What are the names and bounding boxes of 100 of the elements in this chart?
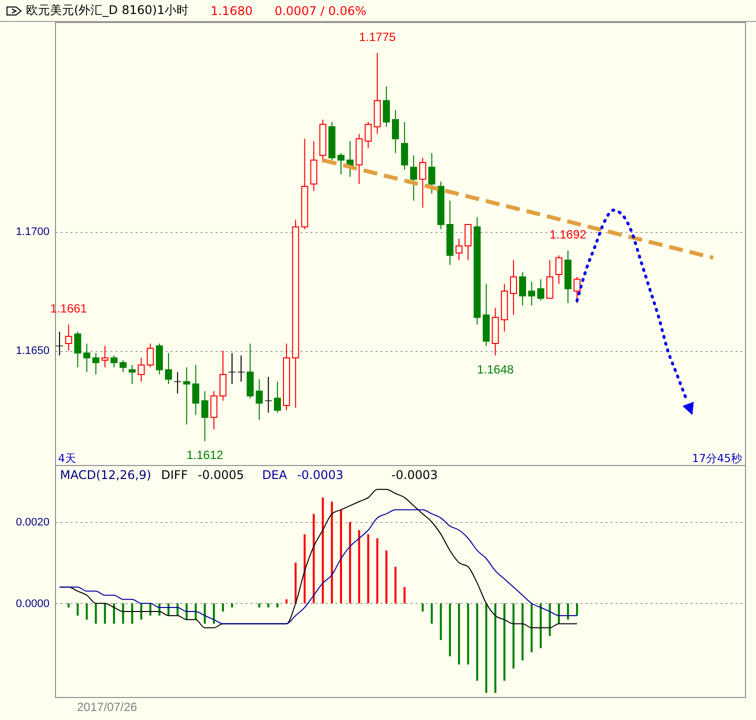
- bar: [267, 603, 270, 608]
- candlestick: [174, 372, 182, 394]
- annotation: 1.1612: [186, 448, 224, 462]
- text: 0.0007 / 0.06%: [274, 4, 366, 18]
- bar: [204, 603, 206, 624]
- candlestick: [74, 331, 82, 368]
- bar: [394, 566, 396, 604]
- candlestick: [201, 390, 208, 442]
- candlestick: [56, 331, 64, 356]
- text: 1.1680: [210, 4, 253, 18]
- candlestick: [92, 352, 100, 375]
- candlestick: [120, 360, 127, 373]
- candlestick: [464, 224, 472, 261]
- candlestick: [274, 381, 281, 414]
- candlestick: [228, 352, 236, 385]
- candlestick: [156, 343, 163, 375]
- bar: [522, 603, 524, 660]
- candlestick: [164, 352, 172, 385]
- bar: [440, 603, 442, 640]
- candlestick: [510, 260, 517, 316]
- candlestick: [65, 324, 72, 352]
- bar: [448, 603, 451, 656]
- candlestick: [537, 278, 544, 302]
- bar: [231, 603, 234, 608]
- bar: [376, 538, 378, 604]
- candlestick: [128, 364, 136, 385]
- bar: [530, 603, 533, 652]
- candlestick: [456, 238, 463, 261]
- candlestick: [246, 343, 254, 399]
- bar: [430, 603, 433, 624]
- bar: [548, 603, 551, 636]
- bar: [322, 498, 324, 604]
- bar: [68, 603, 70, 608]
- candlestick: [310, 140, 318, 192]
- candlestick: [392, 110, 399, 154]
- bar: [194, 603, 197, 620]
- candlestick: [83, 343, 90, 373]
- bar: [576, 603, 578, 616]
- annotation: 1.1648: [476, 362, 514, 376]
- annotation: -0.0005: [198, 468, 244, 482]
- candlestick: [146, 343, 154, 368]
- bar: [467, 603, 470, 664]
- bar: [358, 530, 360, 604]
- bar: [494, 603, 496, 693]
- candlestick: [546, 260, 554, 299]
- bar: [404, 587, 406, 604]
- annotation: 1.1661: [50, 301, 88, 316]
- chart-title: MACD(12,26,9): [60, 468, 152, 482]
- candlestick: [210, 390, 218, 430]
- candlestick: [138, 357, 145, 382]
- annotation: 17分45秒: [692, 452, 742, 465]
- bar: [312, 514, 315, 604]
- candlestick: [519, 272, 526, 306]
- bar: [485, 603, 488, 693]
- text: DIFF: [161, 468, 188, 482]
- bar: [76, 603, 79, 616]
- candlestick: [574, 276, 581, 304]
- bar: [222, 603, 224, 612]
- bar: [212, 603, 215, 624]
- annotation: -0.0003: [391, 468, 438, 482]
- bar: [294, 562, 297, 604]
- bar: [330, 502, 333, 604]
- candlestick: [364, 122, 372, 149]
- bar: [258, 603, 260, 608]
- bar: [558, 603, 560, 624]
- bar: [304, 534, 306, 604]
- bar: [540, 603, 542, 648]
- candlestick: [428, 152, 436, 194]
- candlestick: [101, 345, 108, 368]
- candlestick: [192, 364, 200, 416]
- candlestick: [219, 350, 226, 402]
- y-tick-label: 0.0000: [16, 598, 50, 610]
- bar: [113, 603, 116, 624]
- y-tick-label: 1.1700: [16, 226, 50, 238]
- bar: [422, 603, 424, 612]
- candlestick: [419, 157, 426, 208]
- bar: [94, 603, 97, 624]
- bar: [131, 603, 134, 624]
- annotation: 4天: [58, 452, 76, 465]
- bar: [476, 603, 478, 681]
- candlestick: [183, 366, 190, 426]
- candlestick: [401, 122, 408, 170]
- candlestick: [382, 86, 390, 128]
- bar: [385, 550, 388, 604]
- bar: [458, 603, 460, 664]
- annotation: 1.1692: [550, 228, 587, 242]
- candlestick: [337, 152, 344, 175]
- y-tick-label: 1.1650: [16, 345, 50, 358]
- candlestick: [110, 354, 118, 368]
- bar: [122, 603, 124, 624]
- bar: [276, 603, 278, 608]
- line-series: [59, 509, 578, 624]
- candlestick: [555, 254, 562, 284]
- text: DEA: [262, 468, 288, 482]
- y-tick-label: 0.0020: [16, 516, 50, 528]
- text: 2017/07/26: [77, 700, 138, 714]
- bar: [286, 599, 288, 604]
- candlestick: [410, 154, 418, 202]
- candlestick: [238, 354, 245, 382]
- bar: [349, 522, 352, 604]
